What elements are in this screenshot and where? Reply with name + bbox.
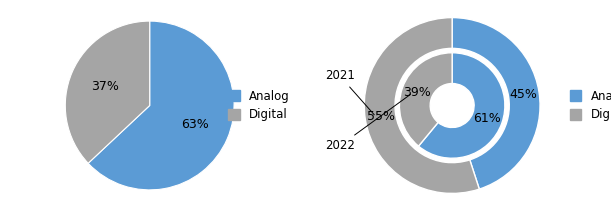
Text: 63%: 63% [181,118,208,131]
Text: 2022: 2022 [324,95,411,153]
Text: 55%: 55% [367,110,395,123]
Wedge shape [88,21,234,190]
Text: 2021: 2021 [324,69,375,115]
Wedge shape [65,21,150,163]
Wedge shape [400,53,452,146]
Text: 45%: 45% [510,88,538,101]
Wedge shape [419,53,505,158]
Legend: Analog, Digital: Analog, Digital [223,85,295,126]
Text: 37%: 37% [91,80,119,93]
Text: 61%: 61% [474,112,501,125]
Text: 39%: 39% [403,86,431,99]
Legend: Analog, Digital: Analog, Digital [565,85,611,126]
Wedge shape [452,18,540,189]
Wedge shape [364,18,479,193]
